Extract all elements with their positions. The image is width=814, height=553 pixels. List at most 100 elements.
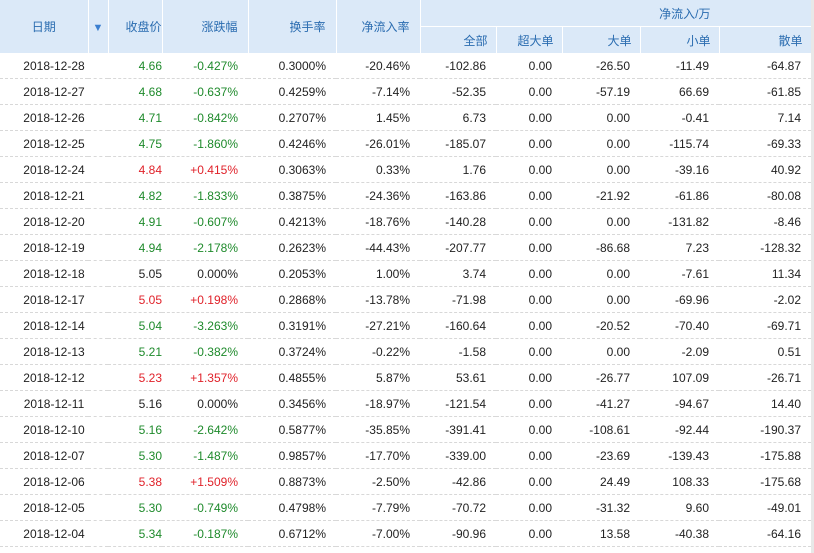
sort-arrow-icon[interactable]: ▼ <box>92 21 104 34</box>
cell-change: -2.642% <box>162 416 248 443</box>
cell-retail: 14.40 <box>719 390 811 417</box>
cell-all: -52.35 <box>420 78 496 105</box>
cell-retail: -69.71 <box>719 312 811 339</box>
cell-super: 0.00 <box>496 260 562 287</box>
cell-turnover: 0.2707% <box>248 104 336 131</box>
cell-date: 2018-12-11 <box>0 390 108 417</box>
cell-small: -61.86 <box>640 182 719 209</box>
cell-large: -31.32 <box>562 494 640 521</box>
cell-all: -102.86 <box>420 53 496 79</box>
cell-turnover: 0.6712% <box>248 520 336 547</box>
cell-change: -0.382% <box>162 338 248 365</box>
cell-date: 2018-12-19 <box>0 234 108 261</box>
cell-date: 2018-12-12 <box>0 364 108 391</box>
cell-date: 2018-12-13 <box>0 338 108 365</box>
cell-turnover: 0.3063% <box>248 156 336 183</box>
header-turnover[interactable]: 换手率 <box>248 0 337 53</box>
cell-rate: -17.70% <box>336 442 420 469</box>
cell-super: 0.00 <box>496 390 562 417</box>
sort-down-arrow-icon[interactable]: ▼ <box>88 0 109 53</box>
cell-close: 4.68 <box>108 78 162 105</box>
cell-close: 4.71 <box>108 104 162 131</box>
cell-change: -0.749% <box>162 494 248 521</box>
header-small[interactable]: 小单 <box>640 26 720 53</box>
cell-turnover: 0.3456% <box>248 390 336 417</box>
cell-large: -86.68 <box>562 234 640 261</box>
table-row: 2018-12-19 4.94 -2.178% 0.2623% -44.43% -207.… <box>0 234 811 261</box>
cell-close: 4.82 <box>108 182 162 209</box>
cell-large: 0.00 <box>562 260 640 287</box>
header-net-flow-group: 净流入/万 <box>420 0 812 27</box>
cell-rate: -44.43% <box>336 234 420 261</box>
cell-large: -108.61 <box>562 416 640 443</box>
cell-close: 4.84 <box>108 156 162 183</box>
table-body: 2018-12-28 4.66 -0.427% 0.3000% -20.46% -102.… <box>0 53 811 547</box>
cell-rate: -2.50% <box>336 468 420 495</box>
cell-turnover: 0.4259% <box>248 78 336 105</box>
cell-retail: -80.08 <box>719 182 811 209</box>
header-change[interactable]: 涨跌幅 <box>162 0 249 53</box>
cell-turnover: 0.3875% <box>248 182 336 209</box>
header-close[interactable]: 收盘价 <box>108 0 163 53</box>
cell-close: 4.91 <box>108 208 162 235</box>
cell-large: 24.49 <box>562 468 640 495</box>
header-all[interactable]: 全部 <box>420 26 497 53</box>
cell-super: 0.00 <box>496 104 562 131</box>
cell-close: 4.94 <box>108 234 162 261</box>
cell-small: -131.82 <box>640 208 719 235</box>
cell-change: -3.263% <box>162 312 248 339</box>
header-retail[interactable]: 散单 <box>719 26 812 53</box>
header-super[interactable]: 超大单 <box>496 26 563 53</box>
cell-retail: -69.33 <box>719 130 811 157</box>
table-row: 2018-12-06 5.38 +1.509% 0.8873% -2.50% -42.86… <box>0 468 811 495</box>
cell-small: -139.43 <box>640 442 719 469</box>
cell-large: 13.58 <box>562 520 640 547</box>
cell-close: 5.21 <box>108 338 162 365</box>
table-row: 2018-12-14 5.04 -3.263% 0.3191% -27.21% -160.… <box>0 312 811 339</box>
cell-all: 6.73 <box>420 104 496 131</box>
cell-all: -160.64 <box>420 312 496 339</box>
table-row: 2018-12-05 5.30 -0.749% 0.4798% -7.79% -70.72… <box>0 494 811 521</box>
cell-turnover: 0.3000% <box>248 53 336 79</box>
cell-rate: 0.33% <box>336 156 420 183</box>
header-large[interactable]: 大单 <box>562 26 641 53</box>
table-row: 2018-12-27 4.68 -0.637% 0.4259% -7.14% -52.35… <box>0 78 811 105</box>
cell-close: 5.16 <box>108 390 162 417</box>
cell-large: 0.00 <box>562 130 640 157</box>
cell-large: -26.50 <box>562 53 640 79</box>
cell-super: 0.00 <box>496 53 562 79</box>
cell-large: -23.69 <box>562 442 640 469</box>
cell-retail: -64.16 <box>719 520 811 547</box>
cell-all: -207.77 <box>420 234 496 261</box>
cell-all: -163.86 <box>420 182 496 209</box>
table-row: 2018-12-12 5.23 +1.357% 0.4855% 5.87% 53.61 0.… <box>0 364 811 391</box>
cell-close: 5.30 <box>108 494 162 521</box>
cell-all: -185.07 <box>420 130 496 157</box>
cell-super: 0.00 <box>496 234 562 261</box>
cell-date: 2018-12-14 <box>0 312 108 339</box>
cell-super: 0.00 <box>496 78 562 105</box>
cell-change: 0.000% <box>162 390 248 417</box>
cell-close: 5.05 <box>108 260 162 287</box>
cell-super: 0.00 <box>496 468 562 495</box>
cell-rate: -18.76% <box>336 208 420 235</box>
cell-close: 5.04 <box>108 312 162 339</box>
cell-retail: 7.14 <box>719 104 811 131</box>
table-row: 2018-12-25 4.75 -1.860% 0.4246% -26.01% -185.… <box>0 130 811 157</box>
cell-rate: 1.00% <box>336 260 420 287</box>
cell-retail: -61.85 <box>719 78 811 105</box>
header-date[interactable]: 日期 <box>0 0 89 53</box>
cell-date: 2018-12-07 <box>0 442 108 469</box>
cell-rate: 5.87% <box>336 364 420 391</box>
cell-super: 0.00 <box>496 494 562 521</box>
cell-date: 2018-12-05 <box>0 494 108 521</box>
table-row: 2018-12-11 5.16 0.000% 0.3456% -18.97% -121.5… <box>0 390 811 417</box>
cell-date: 2018-12-24 <box>0 156 108 183</box>
cell-close: 5.16 <box>108 416 162 443</box>
cell-close: 5.23 <box>108 364 162 391</box>
header-net-rate[interactable]: 净流入率 <box>336 0 421 53</box>
cell-turnover: 0.2623% <box>248 234 336 261</box>
scrollbar-track[interactable] <box>811 0 814 553</box>
cell-all: -42.86 <box>420 468 496 495</box>
